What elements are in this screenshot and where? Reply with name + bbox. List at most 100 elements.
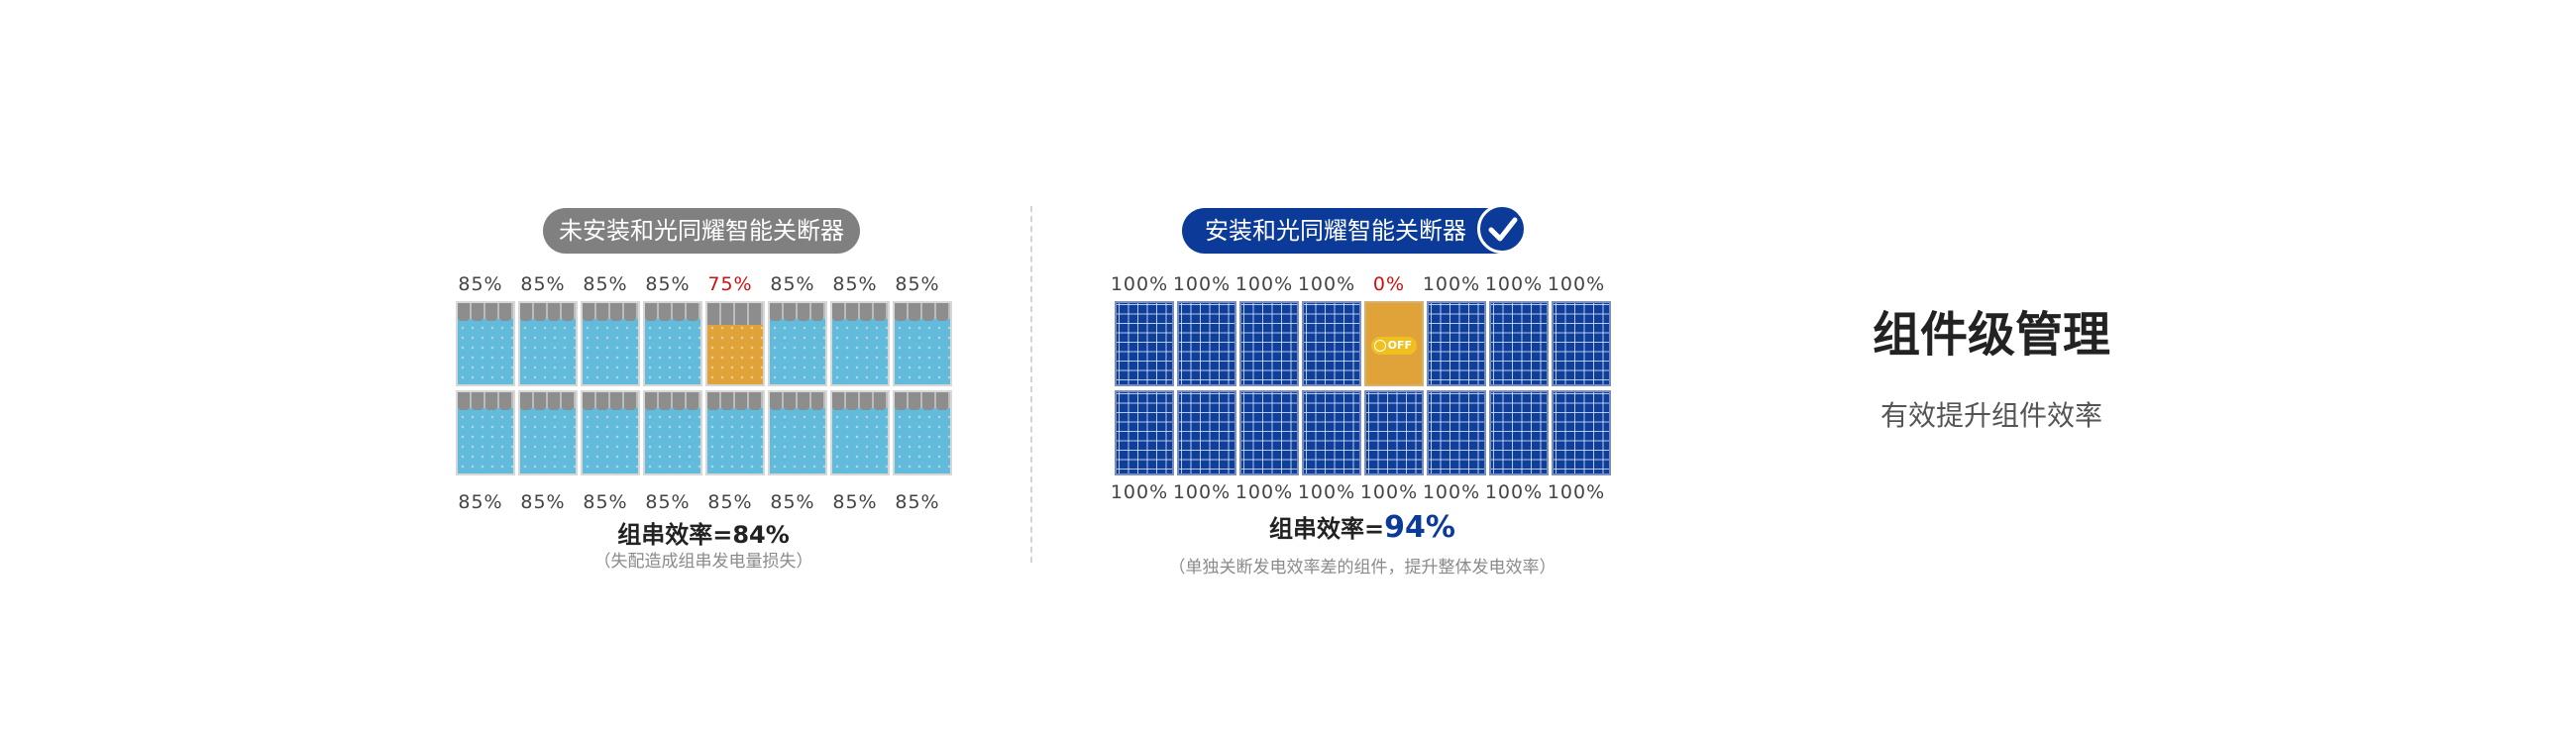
junction-cap [832, 303, 888, 321]
cell-pattern [520, 323, 576, 384]
solar-panel [1239, 301, 1299, 386]
pct-label: 85% [895, 273, 940, 295]
solar-panel [581, 390, 640, 475]
solar-panel [456, 390, 515, 475]
junction-cap [770, 303, 825, 321]
solar-panel [768, 301, 827, 386]
pct-label: 100% [1172, 481, 1232, 503]
right-badge-label: 安装和光同耀智能关断器 [1205, 217, 1466, 245]
pct-label: 100% [1547, 481, 1606, 503]
shaded-solar-panel [705, 301, 765, 386]
power-off-icon: OFF [1371, 337, 1417, 355]
efficiency-value: 84% [732, 521, 790, 549]
pct-label: 85% [895, 491, 940, 513]
right-badge: 安装和光同耀智能关断器 [1182, 204, 1527, 254]
pct-label: 100% [1297, 273, 1356, 295]
pct-label: 100% [1297, 481, 1356, 503]
cell-pattern [707, 412, 763, 473]
left-efficiency: 组串效率=84% [446, 515, 961, 550]
left-panel-grid [456, 301, 952, 479]
right-top-percentages: 100% 100% 100% 100% 0% 100% 100% 100% [1105, 273, 1620, 297]
pct-label: 100% [1110, 273, 1169, 295]
check-circle-icon [1477, 204, 1527, 254]
cell-pattern [770, 412, 825, 473]
pct-label: 100% [1484, 481, 1544, 503]
solar-panel [1552, 390, 1611, 475]
junction-cap [707, 392, 763, 410]
solar-panel [456, 301, 515, 386]
cell-pattern [770, 323, 825, 384]
solar-panel [1302, 301, 1361, 386]
solar-panel [643, 301, 702, 386]
cell-pattern [520, 412, 576, 473]
switched-off-solar-panel: OFF [1364, 301, 1424, 386]
pct-label: 100% [1234, 273, 1294, 295]
cell-pattern [832, 412, 888, 473]
pct-label: 85% [583, 273, 628, 295]
pct-label: 85% [832, 491, 878, 513]
solar-panel [1115, 390, 1174, 475]
solar-panel [1489, 390, 1549, 475]
pct-label: 100% [1234, 481, 1294, 503]
junction-cap [770, 392, 825, 410]
junction-cap [895, 303, 950, 321]
junction-cap [645, 392, 700, 410]
solar-panel [1552, 301, 1611, 386]
solar-panel [518, 390, 578, 475]
solar-panel [893, 390, 952, 475]
cell-pattern [458, 323, 513, 384]
solar-panel [1427, 301, 1486, 386]
pct-label: 85% [770, 491, 815, 513]
solar-panel [581, 301, 640, 386]
solar-panel [643, 390, 702, 475]
solar-panel [1115, 301, 1174, 386]
panel-divider [1030, 206, 1032, 563]
main-subtitle: 有效提升组件效率 [1879, 399, 2102, 432]
junction-cap [645, 303, 700, 321]
junction-cap [520, 303, 576, 321]
pct-label: 85% [520, 491, 566, 513]
left-bottom-percentages: 85% 85% 85% 85% 85% 85% 85% 85% [446, 491, 961, 515]
pct-label: 100% [1359, 481, 1419, 503]
pct-label: 85% [707, 491, 753, 513]
right-bottom-percentages: 100% 100% 100% 100% 100% 100% 100% 100% [1105, 481, 1620, 505]
right-panel-grid: OFF [1115, 301, 1611, 479]
pct-label: 100% [1547, 273, 1606, 295]
junction-cap [458, 303, 513, 321]
pct-label: 85% [770, 273, 815, 295]
cell-pattern [583, 323, 638, 384]
efficiency-value: 94% [1384, 510, 1455, 545]
solar-panel [1364, 390, 1424, 475]
junction-cap [832, 392, 888, 410]
pct-label: 85% [520, 273, 566, 295]
cell-pattern [707, 323, 763, 384]
pct-label-highlight: 0% [1372, 273, 1406, 295]
pct-label: 85% [645, 491, 691, 513]
pct-label: 85% [583, 491, 628, 513]
pct-label: 100% [1422, 481, 1481, 503]
solar-panel [705, 390, 765, 475]
cell-pattern [832, 323, 888, 384]
junction-cap [520, 392, 576, 410]
solar-panel [768, 390, 827, 475]
junction-cap [583, 392, 638, 410]
junction-cap [895, 392, 950, 410]
solar-panel [1489, 301, 1549, 386]
solar-panel [1427, 390, 1486, 475]
pct-label: 85% [832, 273, 878, 295]
pct-label-highlight: 75% [707, 273, 753, 295]
left-badge: 未安装和光同耀智能关断器 [543, 208, 860, 254]
solar-panel [830, 390, 890, 475]
efficiency-label: 组串效率= [1269, 515, 1385, 543]
right-efficiency: 组串效率=94% [1105, 509, 1620, 545]
cell-pattern [645, 412, 700, 473]
pct-label: 100% [1422, 273, 1481, 295]
solar-panel [1239, 390, 1299, 475]
solar-panel [1302, 390, 1361, 475]
left-note: （失配造成组串发电量损失） [593, 552, 813, 572]
pct-label: 85% [458, 273, 503, 295]
junction-cap [707, 303, 763, 325]
cell-pattern [895, 323, 950, 384]
pct-label: 85% [458, 491, 503, 513]
solar-panel [1177, 301, 1236, 386]
